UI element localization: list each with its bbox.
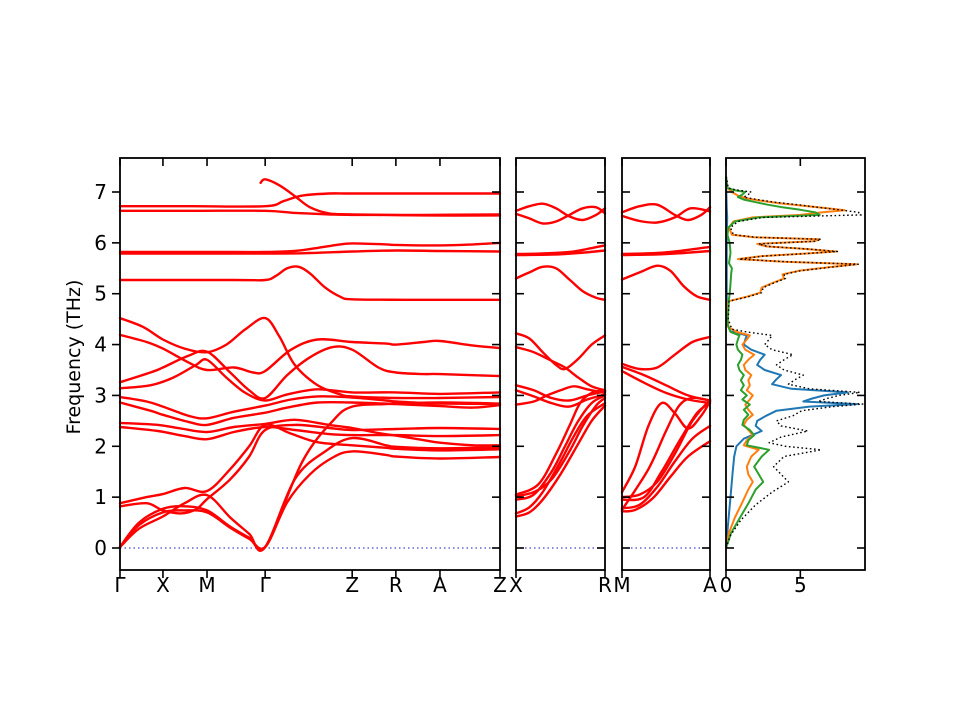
k-point-label: Γ — [260, 573, 272, 597]
phonon-band — [118, 436, 502, 552]
phonon-band — [620, 400, 712, 494]
phonon-band — [620, 249, 712, 257]
phonon-band — [620, 369, 712, 405]
phonon-band — [514, 249, 607, 257]
phonon-band — [620, 365, 712, 402]
panel-frame — [515, 157, 606, 571]
k-point-label: Z — [345, 573, 359, 597]
y-tick-label: 2 — [94, 434, 107, 458]
y-tick-label: 7 — [94, 180, 107, 204]
phonon-band — [118, 425, 502, 441]
phonon-band — [514, 265, 607, 301]
phonon-band — [620, 401, 712, 502]
dos-curve-partial-orange — [725, 176, 858, 549]
phonon-band — [514, 332, 607, 371]
phonon-band — [118, 450, 502, 550]
phonon-band — [620, 264, 712, 301]
phonon-band — [514, 385, 607, 406]
y-tick-label: 5 — [94, 282, 107, 306]
phonon-band — [118, 265, 502, 302]
phonon-band — [620, 424, 712, 510]
phonon-band — [514, 202, 607, 222]
phonon-band — [118, 241, 502, 254]
k-point-label: A — [703, 573, 717, 597]
panel-frame — [725, 157, 866, 571]
phonon-band — [514, 401, 607, 515]
phonon-band — [514, 394, 607, 501]
phonon-band — [514, 345, 607, 392]
k-point-label: R — [389, 573, 403, 597]
phonon-band — [514, 404, 607, 518]
phonon-band — [118, 395, 502, 420]
phonon-band — [620, 396, 712, 512]
k-point-label: M — [198, 573, 215, 597]
phonon-band — [620, 440, 712, 513]
phonon-band — [514, 205, 607, 225]
phonon-band — [118, 400, 502, 427]
phonon-band — [118, 192, 502, 208]
phonon-band — [514, 396, 607, 498]
k-point-label: R — [598, 573, 612, 597]
phonon-band — [620, 206, 712, 224]
phonon-band — [620, 202, 712, 222]
y-tick-label: 0 — [94, 536, 107, 560]
y-tick-label: 4 — [94, 333, 107, 357]
phonon-band — [514, 389, 607, 496]
phonon-band — [118, 358, 502, 402]
panel-frame — [119, 157, 501, 571]
k-point-label: A — [433, 573, 447, 597]
phonon-band — [259, 178, 502, 217]
phonon-band — [118, 333, 502, 375]
y-axis-label: Frequency (THz) — [63, 279, 85, 435]
y-tick-label: 6 — [94, 231, 107, 255]
phonon-band — [514, 389, 607, 408]
k-point-label: Z — [493, 573, 507, 597]
panel-frame — [621, 157, 711, 571]
phonon-band — [118, 249, 502, 255]
k-point-label: Γ — [114, 573, 126, 597]
phonon-band — [118, 418, 502, 447]
dos-x-tick-label: 0 — [720, 573, 733, 597]
dos-curve-partial-green — [725, 176, 821, 549]
phonon-band — [118, 316, 502, 400]
phonon-band — [118, 423, 502, 515]
k-point-label: X — [156, 573, 170, 597]
dos-x-tick-label: 5 — [794, 573, 807, 597]
y-tick-label: 1 — [94, 485, 107, 509]
phonon-band — [620, 335, 712, 371]
y-tick-label: 3 — [94, 383, 107, 407]
k-point-label: M — [613, 573, 630, 597]
k-point-label: X — [509, 573, 523, 597]
dos-curve-total — [725, 176, 864, 549]
